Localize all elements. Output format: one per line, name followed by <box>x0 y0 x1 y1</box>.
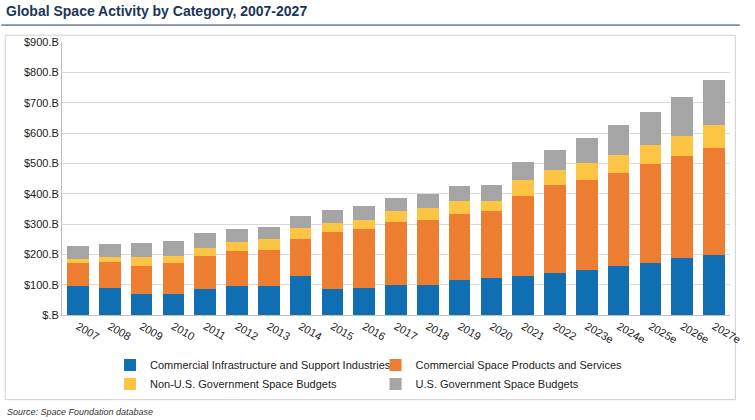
svg-text:2027e: 2027e <box>710 320 742 346</box>
svg-text:2021: 2021 <box>519 320 546 343</box>
svg-text:2019: 2019 <box>456 320 483 343</box>
svg-text:Commercial Infrastructure and: Commercial Infrastructure and Support In… <box>150 359 391 371</box>
svg-text:2008: 2008 <box>106 320 133 343</box>
svg-text:Non-U.S. Government Space Budg: Non-U.S. Government Space Budgets <box>150 378 337 390</box>
svg-text:2011: 2011 <box>201 320 227 342</box>
svg-text:$300.B: $300.B <box>24 218 59 230</box>
svg-text:$800.B: $800.B <box>24 66 59 78</box>
svg-text:$200.B: $200.B <box>24 248 59 260</box>
svg-text:$100.B: $100.B <box>24 279 59 291</box>
svg-text:2023e: 2023e <box>583 320 615 346</box>
svg-text:2007: 2007 <box>74 320 101 343</box>
svg-text:2009: 2009 <box>138 320 165 343</box>
svg-text:$600.B: $600.B <box>24 127 59 139</box>
svg-text:$.B: $.B <box>42 309 59 321</box>
svg-text:Global Space Activity by Categ: Global Space Activity by Category, 2007-… <box>6 3 307 19</box>
svg-text:2022: 2022 <box>551 320 578 343</box>
svg-text:$900.B: $900.B <box>24 36 59 48</box>
svg-text:2025e: 2025e <box>647 320 679 346</box>
svg-text:Source: Space Foundation datab: Source: Space Foundation database <box>7 407 153 417</box>
svg-text:U.S. Government Space Budgets: U.S. Government Space Budgets <box>416 378 579 390</box>
svg-text:2012: 2012 <box>233 320 260 343</box>
svg-text:$500.B: $500.B <box>24 157 59 169</box>
svg-text:$400.B: $400.B <box>24 188 59 200</box>
svg-text:Commercial Space Products and: Commercial Space Products and Services <box>416 359 623 371</box>
svg-text:2013: 2013 <box>265 320 292 343</box>
svg-text:2014: 2014 <box>297 320 324 343</box>
svg-text:2020: 2020 <box>488 320 515 343</box>
svg-text:2024e: 2024e <box>615 320 647 346</box>
svg-text:2015: 2015 <box>329 320 356 343</box>
svg-text:2026e: 2026e <box>679 320 711 346</box>
svg-text:2018: 2018 <box>424 320 451 343</box>
svg-text:2017: 2017 <box>392 320 419 343</box>
svg-text:2010: 2010 <box>170 320 197 343</box>
svg-text:2016: 2016 <box>360 320 387 343</box>
svg-text:$700.B: $700.B <box>24 97 59 109</box>
